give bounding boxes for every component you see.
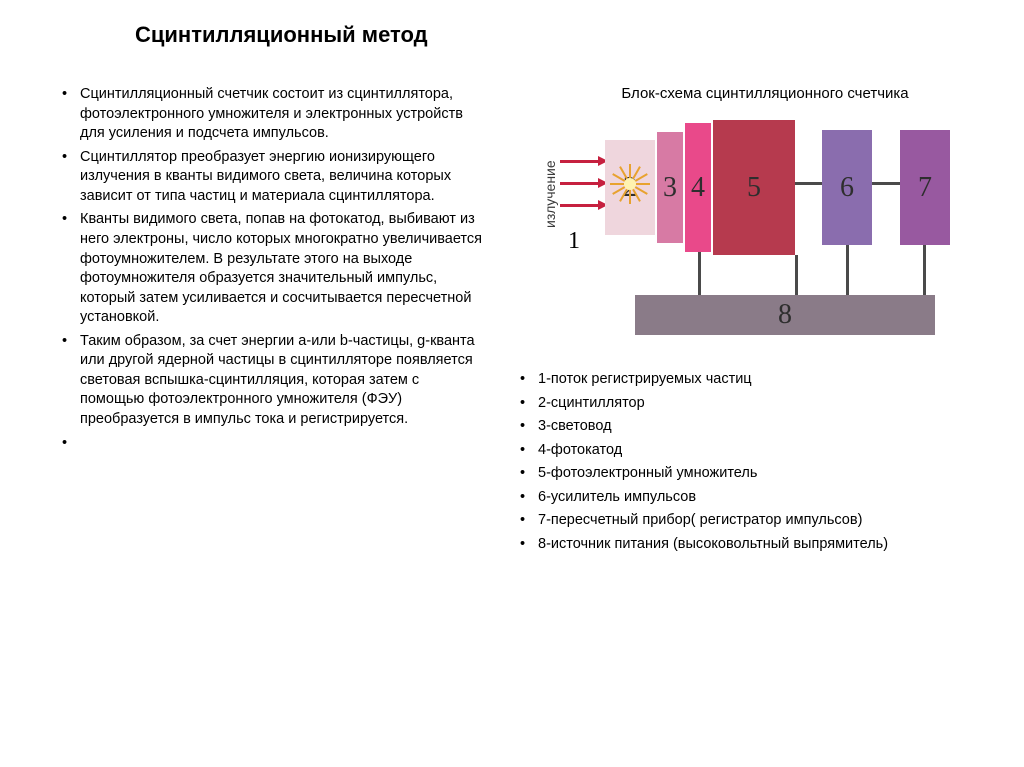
radiation-label: излучение [542, 148, 558, 228]
connector-line [872, 182, 900, 185]
legend-item: 6-усилитель импульсов [520, 488, 1010, 508]
page-title: Сцинтилляционный метод [135, 22, 428, 48]
legend-item: 4-фотокатод [520, 441, 1010, 461]
description-list: Сцинтилляционный счетчик состоит из сцин… [62, 85, 482, 430]
block-4: 4 [685, 123, 711, 252]
connector-line [795, 255, 798, 295]
block-5: 5 [713, 120, 795, 255]
radiation-arrow [560, 160, 598, 163]
radiation-arrow [560, 204, 598, 207]
left-column: Сцинтилляционный счетчик состоит из сцин… [62, 85, 482, 434]
block-diagram: излучение12345678 [530, 120, 960, 350]
legend-list: 1-поток регистрируемых частиц 2-сцинтилл… [520, 370, 1010, 555]
legend-item: 1-поток регистрируемых частиц [520, 370, 1010, 390]
label-1: 1 [568, 228, 580, 255]
legend: 1-поток регистрируемых частиц 2-сцинтилл… [520, 370, 1010, 555]
block-8: 8 [635, 295, 935, 335]
right-column: Блок-схема сцинтилляционного счетчика из… [520, 85, 1010, 559]
diagram-caption: Блок-схема сцинтилляционного счетчика [520, 85, 1010, 102]
connector-line [846, 245, 849, 295]
legend-item: 5-фотоэлектронный умножитель [520, 464, 1010, 484]
connector-line [795, 182, 822, 185]
block-3: 3 [657, 132, 683, 243]
bullet-item: Сцинтиллятор преобразует энергию ионизир… [62, 148, 482, 207]
scintillation-flash-icon [608, 162, 652, 206]
block-7: 7 [900, 130, 950, 245]
bullet-item: Сцинтилляционный счетчик состоит из сцин… [62, 85, 482, 144]
legend-item: 2-сцинтиллятор [520, 394, 1010, 414]
legend-item: 7-пересчетный прибор( регистратор импуль… [520, 511, 1010, 531]
block-6: 6 [822, 130, 872, 245]
legend-item: 8-источник питания (высоковольтный выпря… [520, 535, 1010, 555]
radiation-arrow [560, 182, 598, 185]
bullet-item: Таким образом, за счет энергии a-или b-ч… [62, 332, 482, 430]
legend-item: 3-световод [520, 417, 1010, 437]
connector-line [698, 252, 701, 295]
connector-line [923, 245, 926, 295]
bullet-item: Кванты видимого света, попав на фотокато… [62, 210, 482, 327]
